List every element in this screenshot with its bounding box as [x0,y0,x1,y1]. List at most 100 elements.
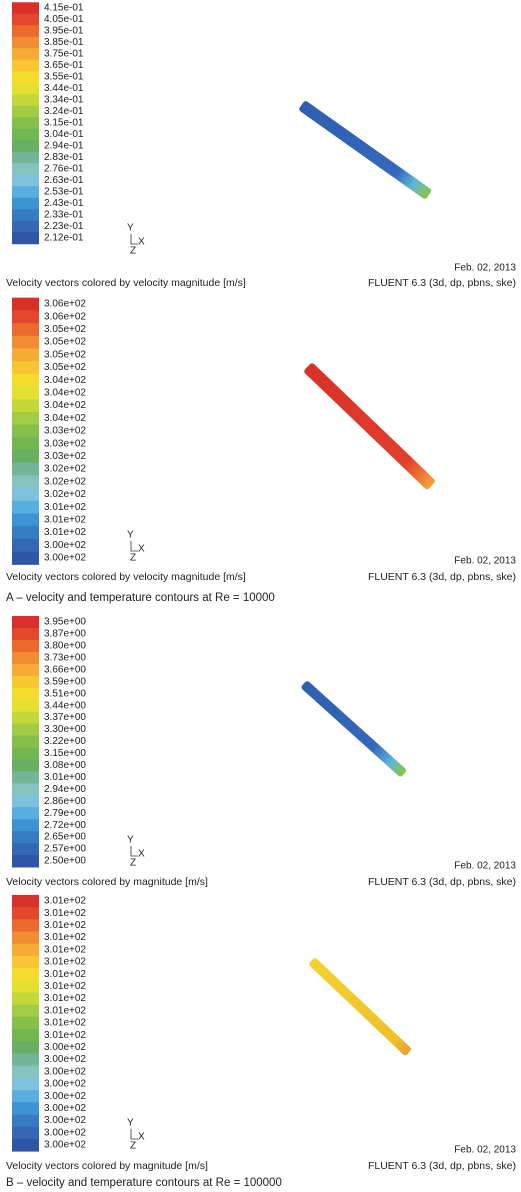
color-swatch [12,425,39,438]
axis-label: Z [130,858,136,869]
legend-label: 3.00e+02 [44,1042,86,1053]
date: Feb. 02, 2013 [454,861,516,872]
legend-label: 2.23e-01 [44,221,84,232]
color-swatch [12,501,39,514]
color-swatch [12,1017,39,1030]
color-swatch [12,323,39,336]
color-swatch [12,1139,39,1152]
legend-label: 3.01e+02 [44,1018,86,1029]
legend-label: 3.85e-01 [44,37,84,48]
legend-label: 3.00e+02 [44,1079,86,1090]
color-swatch [12,1029,39,1042]
legend-label: 3.01e+02 [44,957,86,968]
legend-label: 4.15e-01 [44,3,84,14]
color-swatch [12,664,39,676]
caption: Velocity vectors colored by magnitude [m… [6,1160,208,1172]
legend-label: 3.95e-01 [44,26,84,37]
legend-label: 3.01e+00 [44,772,86,783]
color-swatch [12,71,39,83]
legend-label: 3.00e+02 [44,1115,86,1126]
legend-label: 2.50e+00 [44,856,86,867]
axis-label: Z [130,1141,136,1152]
color-swatch [12,387,39,400]
caption: FLUENT 6.3 (3d, dp, pbns, ske) [368,876,516,888]
axis-label: Z [130,553,136,564]
color-swatch [12,1090,39,1103]
axis-label: Z [130,246,136,257]
legend-label: 3.65e-01 [44,60,84,71]
legend-label: 3.00e+02 [44,1103,86,1114]
color-swatch [12,993,39,1006]
color-swatch [12,140,39,152]
color-swatch [12,175,39,187]
legend-label: 2.86e+00 [44,796,86,807]
legend-label: 3.44e-01 [44,83,84,94]
axis-label: X [138,849,145,860]
color-swatch [12,209,39,221]
color-swatch [12,37,39,49]
legend-label: 3.55e-01 [44,72,84,83]
legend-label: 3.01e+02 [44,920,86,931]
color-swatch [12,336,39,349]
legend-label: 3.01e+02 [44,515,86,526]
axis-triad [131,846,138,856]
legend-label: 3.01e+02 [44,969,86,980]
legend-label: 3.01e+02 [44,932,86,943]
color-swatch [12,348,39,361]
color-swatch [12,628,39,640]
color-swatch [12,539,39,552]
legend-label: 3.22e+00 [44,736,86,747]
color-swatch [12,232,39,244]
legend-label: 3.04e+02 [44,400,86,411]
color-swatch [12,374,39,387]
legend-label: 3.00e+02 [44,1127,86,1138]
legend-label: 3.01e+02 [44,993,86,1004]
color-swatch [12,956,39,969]
color-swatch [12,412,39,425]
color-swatch [12,310,39,323]
caption: Velocity vectors colored by velocity mag… [6,571,246,583]
color-swatch [12,747,39,759]
color-swatch [12,783,39,795]
legend-label: 3.01e+02 [44,502,86,513]
color-swatch [12,1041,39,1054]
color-swatch [12,771,39,783]
legend-label: 3.66e+00 [44,664,86,675]
color-swatch [12,437,39,450]
axis-triad [131,234,138,244]
color-swatch [12,514,39,527]
color-swatch [12,129,39,141]
legend-label: 3.04e+02 [44,388,86,399]
legend-label: 3.01e+02 [44,1005,86,1016]
color-swatch [12,106,39,118]
legend-label: 3.95e+00 [44,617,86,628]
legend-label: 3.05e+02 [44,337,86,348]
color-swatch [12,83,39,95]
color-swatch [12,980,39,993]
figure: 4.15e-014.05e-013.95e-013.85e-013.75e-01… [0,0,521,1192]
legend-label: 3.02e+02 [44,464,86,475]
color-swatch [12,488,39,501]
caption: Velocity vectors colored by magnitude [m… [6,876,208,888]
color-swatch [12,807,39,819]
caption: FLUENT 6.3 (3d, dp, pbns, ske) [368,571,516,583]
color-swatch [12,198,39,210]
legend-label: 2.76e-01 [44,164,84,175]
legend-label: 3.05e+02 [44,349,86,360]
legend-label: 3.01e+02 [44,981,86,992]
color-swatch [12,855,39,867]
color-swatch [12,1127,39,1140]
legend-label: 3.00e+02 [44,540,86,551]
color-swatch [12,1005,39,1018]
legend-label: 3.04e-01 [44,129,84,140]
color-swatch [12,944,39,957]
legend-label: 4.05e-01 [44,14,84,25]
color-swatch [12,117,39,129]
legend-label: 2.33e-01 [44,210,84,221]
caption: Velocity vectors colored by velocity mag… [6,277,246,289]
axis-label: X [138,1132,145,1143]
legend-label: 2.53e-01 [44,187,84,198]
color-swatch [12,94,39,106]
legend-label: 3.75e-01 [44,49,84,60]
legend-label: 3.05e+02 [44,324,86,335]
